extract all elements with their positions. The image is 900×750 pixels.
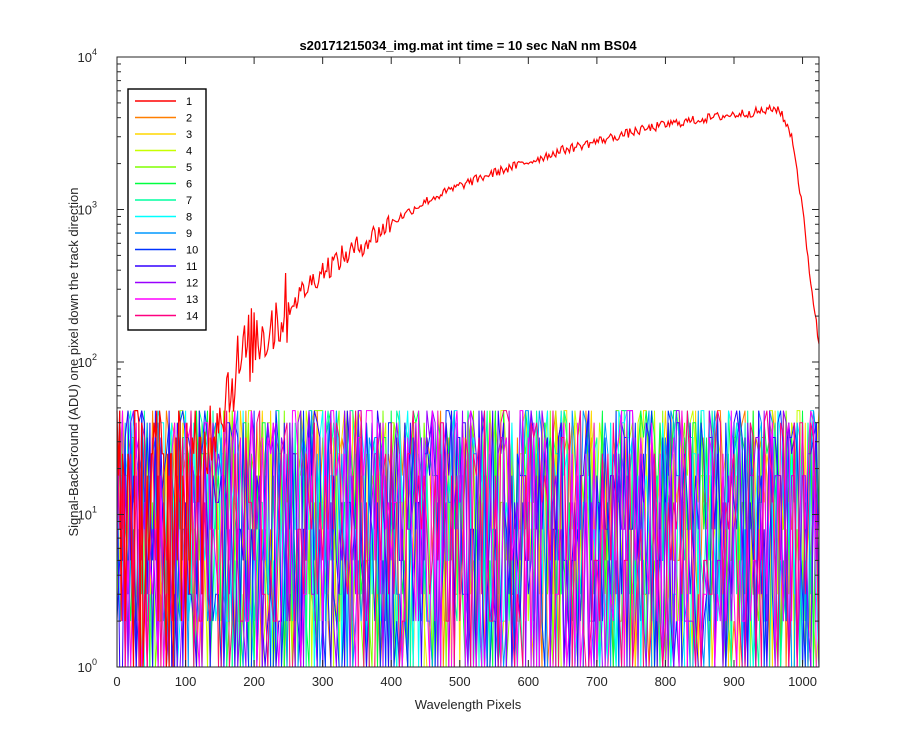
series-1-line	[116, 103, 820, 668]
y-tick-exponent: 2	[92, 352, 97, 362]
legend-label-10: 10	[186, 245, 198, 257]
x-tick-label: 200	[243, 674, 265, 689]
legend-label-12: 12	[186, 278, 198, 290]
chart-title: s20171215034_img.mat int time = 10 sec N…	[299, 38, 637, 53]
y-tick-exponent: 1	[92, 505, 97, 515]
series-14-line	[116, 410, 820, 668]
x-tick-label: 100	[175, 674, 197, 689]
y-axis-label: Signal-BackGround (ADU) one pixel down t…	[66, 187, 81, 536]
x-tick-label: 300	[312, 674, 334, 689]
x-tick-label: 1000	[788, 674, 817, 689]
x-axis-label: Wavelength Pixels	[415, 697, 522, 712]
legend-label-7: 7	[186, 195, 192, 207]
y-tick-label: 100	[78, 657, 97, 675]
legend-label-14: 14	[186, 311, 198, 323]
x-tick-label: 500	[449, 674, 471, 689]
legend-label-1: 1	[186, 96, 192, 108]
y-tick-exponent: 3	[92, 200, 97, 210]
legend-label-4: 4	[186, 146, 192, 158]
x-tick-label: 900	[723, 674, 745, 689]
legend-box	[127, 88, 207, 331]
x-tick-label: 800	[655, 674, 677, 689]
y-tick-label: 104	[78, 47, 97, 65]
x-axis-ticks: 0 100 200 300 400 500 600 700 800 900 1000	[113, 57, 817, 689]
legend-label-13: 13	[186, 294, 198, 306]
legend-label-8: 8	[186, 212, 192, 224]
x-tick-label: 400	[380, 674, 402, 689]
legend-label-2: 2	[186, 113, 192, 125]
x-tick-label: 600	[517, 674, 539, 689]
y-tick-exponent: 4	[92, 47, 97, 57]
y-tick-exponent: 0	[92, 657, 97, 667]
legend-label-11: 11	[186, 261, 197, 273]
legend-label-9: 9	[186, 228, 192, 240]
legend-label-3: 3	[186, 129, 192, 141]
series-7-line	[116, 410, 820, 668]
legend-label-6: 6	[186, 179, 192, 191]
legend-label-5: 5	[186, 162, 192, 174]
x-tick-label: 700	[586, 674, 608, 689]
x-tick-label: 0	[113, 674, 120, 689]
